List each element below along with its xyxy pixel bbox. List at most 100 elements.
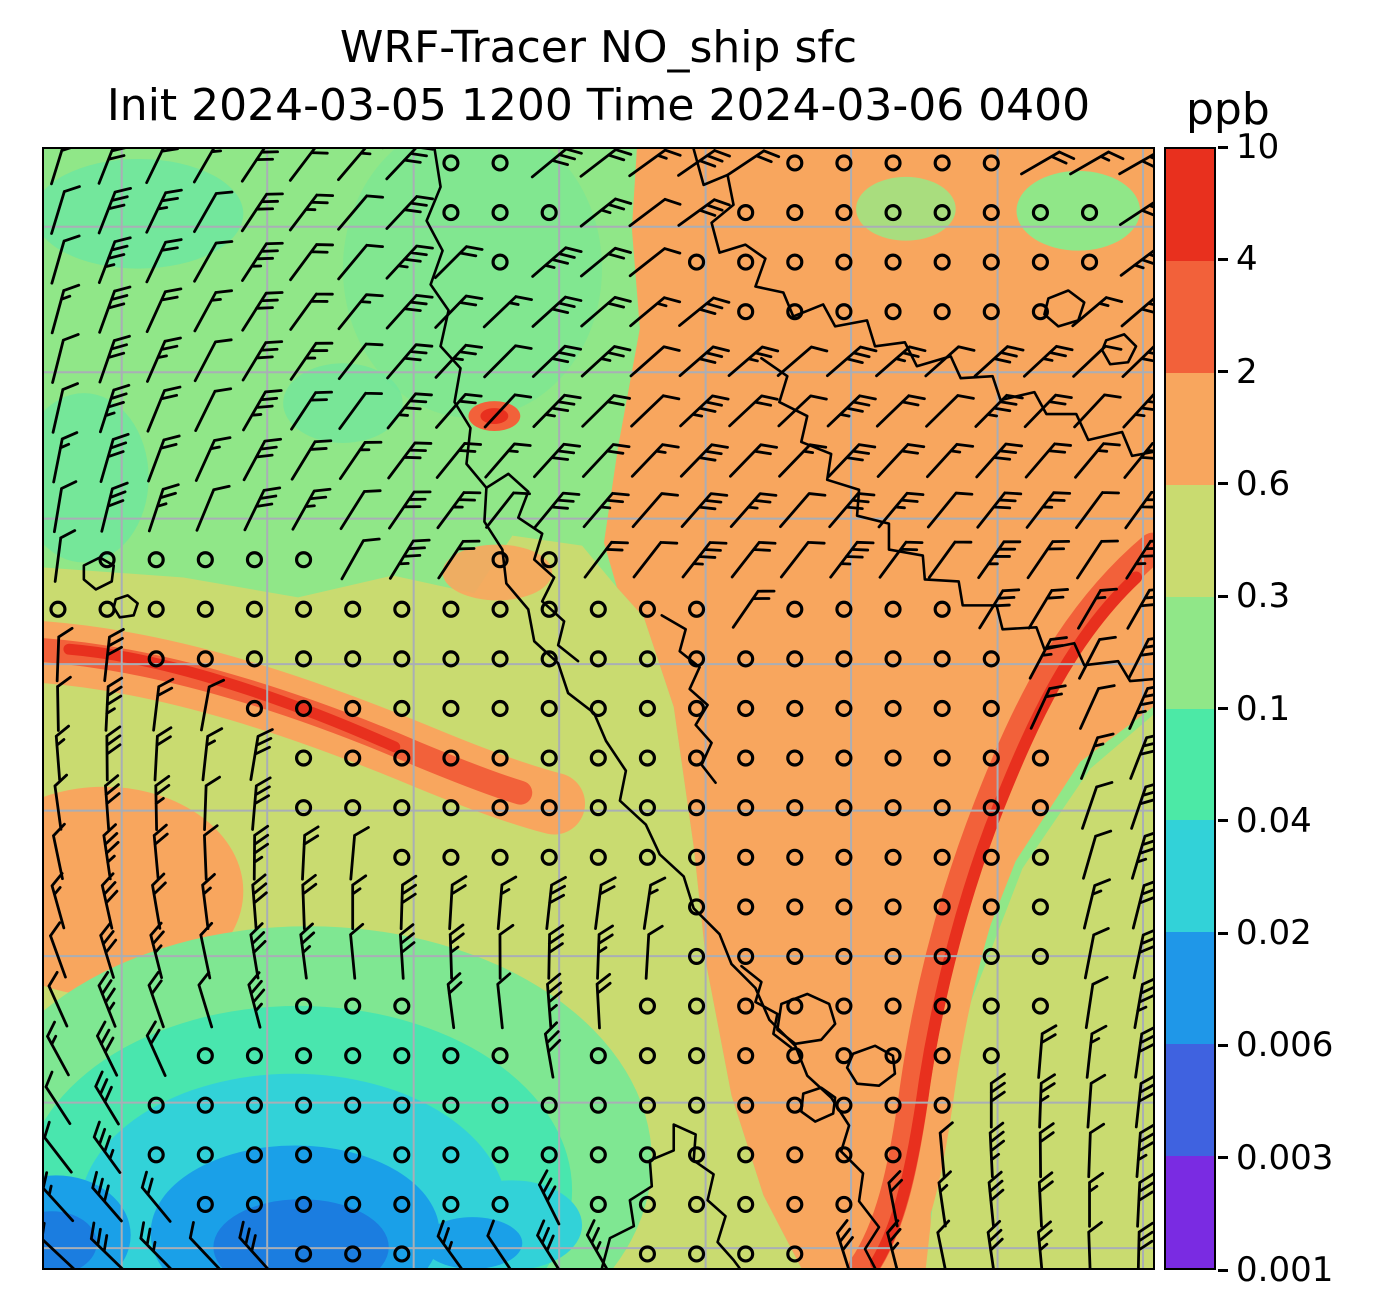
wind-barb bbox=[545, 876, 567, 931]
wind-barb bbox=[251, 776, 272, 831]
wind-barb bbox=[581, 443, 631, 478]
wind-barb bbox=[483, 393, 533, 429]
calm-wind-circle bbox=[884, 749, 902, 767]
calm-wind-circle bbox=[393, 600, 411, 618]
tick-label: 0.001 bbox=[1236, 1250, 1334, 1290]
calm-wind-circle bbox=[933, 947, 951, 965]
wind-barb bbox=[538, 1169, 561, 1226]
calm-wind-circle bbox=[393, 699, 411, 718]
calm-wind-circle bbox=[147, 1096, 165, 1114]
map-canvas bbox=[44, 149, 1153, 1268]
wind-barb bbox=[631, 492, 680, 529]
wind-barb bbox=[1069, 150, 1125, 176]
wind-barb bbox=[1128, 685, 1153, 730]
wind-barb bbox=[1037, 1024, 1058, 1079]
calm-wind-circle bbox=[344, 1146, 362, 1164]
calm-wind-circle bbox=[344, 650, 362, 668]
wind-barb bbox=[828, 492, 876, 529]
calm-wind-circle bbox=[393, 848, 411, 866]
calm-wind-circle bbox=[245, 1195, 264, 1213]
wind-barb bbox=[974, 393, 1024, 428]
calm-wind-circle bbox=[933, 848, 951, 866]
calm-wind-circle bbox=[491, 1146, 509, 1164]
calm-wind-circle bbox=[442, 1047, 460, 1065]
calm-wind-circle bbox=[442, 1096, 460, 1114]
calm-wind-circle bbox=[835, 997, 853, 1015]
calm-wind-circle bbox=[491, 154, 509, 172]
wind-barb bbox=[145, 149, 179, 185]
wind-barb bbox=[97, 186, 132, 235]
wind-barb bbox=[582, 491, 630, 529]
calm-wind-circle bbox=[49, 600, 67, 618]
wind-barb bbox=[50, 234, 81, 285]
calm-wind-circle bbox=[196, 1096, 214, 1114]
calm-wind-circle bbox=[442, 1195, 460, 1213]
calm-wind-circle bbox=[835, 848, 853, 866]
calm-wind-circle bbox=[786, 253, 804, 271]
wind-barb bbox=[1129, 734, 1153, 780]
wind-barb bbox=[986, 1219, 1004, 1268]
calm-wind-circle bbox=[147, 551, 165, 569]
wind-barb bbox=[193, 240, 234, 283]
calm-wind-circle bbox=[589, 650, 607, 668]
wind-barb bbox=[936, 1219, 951, 1268]
calm-wind-circle bbox=[786, 600, 804, 618]
calm-wind-circle bbox=[196, 1195, 214, 1213]
calm-wind-circle bbox=[638, 699, 656, 718]
wind-barb bbox=[139, 1221, 172, 1268]
wind-barb bbox=[53, 773, 69, 831]
tick-label: 4 bbox=[1236, 239, 1258, 280]
wind-barb bbox=[1119, 249, 1153, 277]
calm-wind-circle bbox=[737, 1047, 755, 1065]
tick-label: 10 bbox=[1236, 127, 1280, 167]
calm-wind-circle bbox=[393, 997, 411, 1015]
wind-barb bbox=[242, 389, 283, 432]
calm-wind-circle bbox=[786, 1096, 804, 1114]
calm-wind-circle bbox=[884, 303, 902, 321]
wind-barb bbox=[53, 529, 77, 583]
calm-wind-circle bbox=[737, 253, 755, 271]
colorbar-tick: 0.001 bbox=[1218, 1253, 1333, 1287]
tick-label: 0.6 bbox=[1236, 463, 1291, 504]
wind-barb bbox=[94, 1070, 120, 1126]
calm-wind-circle bbox=[540, 699, 558, 718]
calm-wind-circle bbox=[294, 551, 313, 569]
wind-barb bbox=[1130, 832, 1153, 880]
wind-barb bbox=[54, 724, 71, 782]
calm-wind-circle bbox=[393, 1245, 411, 1263]
wind-barb bbox=[727, 345, 780, 377]
calm-wind-circle bbox=[245, 1146, 264, 1164]
colorbar-segment bbox=[1166, 596, 1214, 709]
wind-barb bbox=[44, 1120, 73, 1174]
calm-wind-circle bbox=[294, 1146, 313, 1164]
calm-wind-circle bbox=[147, 600, 165, 618]
wind-barb bbox=[630, 394, 681, 428]
calm-wind-circle bbox=[393, 1047, 411, 1065]
wind-barb bbox=[99, 383, 131, 434]
wind-barb bbox=[140, 1170, 172, 1223]
calm-wind-circle bbox=[933, 650, 951, 668]
wind-barb bbox=[1076, 539, 1119, 580]
wind-barb bbox=[681, 541, 728, 579]
wind-barb bbox=[875, 394, 926, 428]
calm-wind-circle bbox=[540, 551, 558, 569]
calm-wind-circle bbox=[1031, 303, 1049, 321]
calm-wind-circle bbox=[835, 303, 853, 321]
wind-barb bbox=[240, 149, 279, 183]
calm-wind-circle bbox=[294, 650, 313, 668]
calm-wind-circle bbox=[687, 749, 706, 767]
wind-barb bbox=[1118, 153, 1153, 176]
wind-barb bbox=[97, 236, 132, 285]
calm-wind-circle bbox=[491, 650, 509, 668]
wind-barb bbox=[338, 440, 383, 481]
wind-barb bbox=[1023, 393, 1073, 429]
wind-barb bbox=[433, 245, 484, 280]
wind-barb bbox=[678, 345, 730, 378]
colorbar-tick: 0.04 bbox=[1218, 804, 1312, 838]
wind-barb bbox=[1037, 1220, 1053, 1268]
wind-barb bbox=[728, 394, 779, 428]
wind-barb bbox=[89, 1221, 124, 1268]
calm-wind-circle bbox=[786, 1195, 804, 1213]
wind-barb bbox=[446, 972, 463, 1030]
wind-barb bbox=[779, 540, 826, 579]
